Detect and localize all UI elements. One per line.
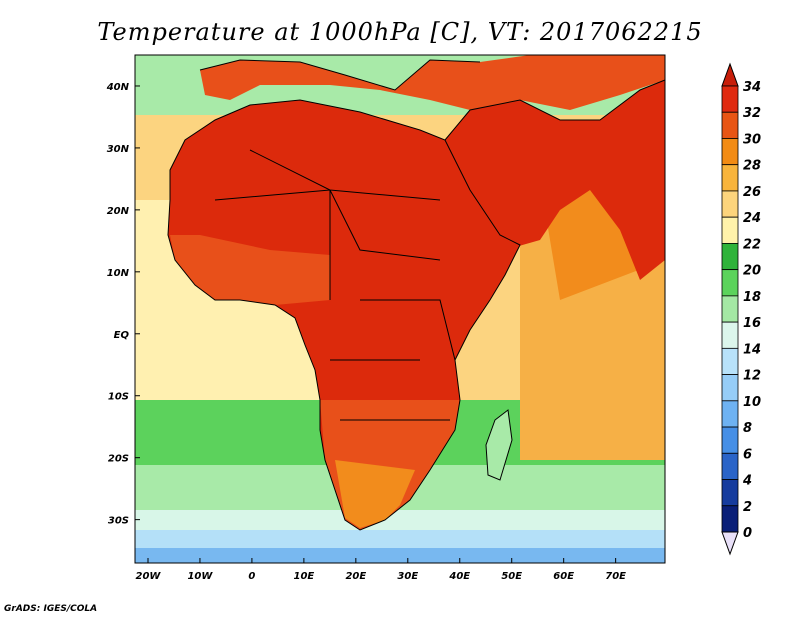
colorbar-top-arrow	[721, 62, 739, 87]
west-africa-coast	[170, 235, 330, 305]
colorbar-swatch	[721, 347, 739, 375]
colorbar-swatch	[721, 243, 739, 271]
plot-frame	[134, 54, 666, 564]
colorbar-swatch	[721, 216, 739, 244]
lon-label: 30E	[397, 571, 418, 582]
colorbar-swatch	[721, 400, 739, 428]
lat-label: 40N	[106, 82, 130, 93]
lat-label: 10N	[107, 268, 130, 279]
lon-label: 20E	[345, 571, 366, 582]
colorbar-label: 14	[743, 342, 761, 357]
colorbar-label: 24	[743, 211, 761, 226]
colorbar-swatch	[721, 374, 739, 402]
colorbar-label: 20	[743, 264, 761, 279]
lon-label: 20W	[136, 571, 162, 582]
colorbar-swatch	[721, 505, 739, 533]
southern-africa-mild	[335, 460, 415, 528]
lat-label: 30S	[108, 516, 129, 527]
colorbar-swatch	[721, 295, 739, 323]
colorbar-label: 32	[743, 106, 761, 121]
lon-label: 10W	[187, 571, 213, 582]
colorbar-label: 30	[743, 132, 761, 147]
lat-label: 20N	[107, 206, 130, 217]
lat-label: EQ	[114, 330, 130, 341]
temperature-field	[135, 55, 665, 563]
band-south-lightblue	[135, 530, 665, 550]
colorbar-label: 6	[743, 447, 752, 462]
colorbar-swatch	[721, 479, 739, 507]
colorbar-bottom-arrow	[721, 531, 739, 556]
colorbar-label: 28	[743, 159, 761, 174]
lon-label: 10E	[293, 571, 314, 582]
colorbar-label: 2	[743, 500, 752, 515]
lon-label: 40E	[448, 571, 470, 582]
lon-label: 50E	[501, 571, 522, 582]
lat-label: 10S	[108, 392, 129, 403]
colorbar-label: 12	[743, 369, 761, 384]
colorbar-swatch	[721, 85, 739, 113]
colorbar-label: 16	[743, 316, 761, 331]
latitude-axis: 40N 30N 20N 10N EQ 10S 20S 30S	[106, 82, 140, 527]
colorbar-swatch	[721, 164, 739, 192]
lat-label: 30N	[107, 144, 130, 155]
colorbar-label: 22	[743, 237, 761, 252]
colorbar-swatch	[721, 190, 739, 218]
colorbar-label: 10	[743, 395, 761, 410]
colorbar-label: 0	[743, 526, 752, 541]
southern-europe	[200, 55, 665, 110]
coastline-outlines	[167, 59, 666, 531]
colorbar-swatch	[721, 452, 739, 480]
colorbar-swatch	[721, 138, 739, 166]
lon-label: 60E	[553, 571, 574, 582]
longitude-axis: 20W 10W 0 10E 20E 30E 40E 50E 60E 70E	[136, 558, 626, 582]
arabian-peninsula	[445, 80, 665, 280]
colorbar-swatch	[721, 269, 739, 297]
grads-credit: GrADS: IGES/COLA	[4, 604, 98, 614]
colorbar-label: 26	[743, 185, 761, 200]
band-south-blue	[135, 548, 665, 563]
colorbar-swatch	[721, 111, 739, 139]
lon-label: 70E	[605, 571, 626, 582]
colorbar-label: 8	[743, 421, 752, 436]
colorbar-label: 34	[743, 80, 761, 95]
colorbar-swatch	[721, 426, 739, 454]
lon-label: 0	[248, 571, 255, 582]
colorbar-label: 4	[742, 474, 752, 489]
map-title: Temperature at 1000hPa [C], VT: 20170622…	[97, 18, 703, 46]
lat-label: 20S	[108, 454, 129, 465]
colorbar-swatch	[721, 321, 739, 349]
colorbar-label: 18	[743, 290, 761, 305]
